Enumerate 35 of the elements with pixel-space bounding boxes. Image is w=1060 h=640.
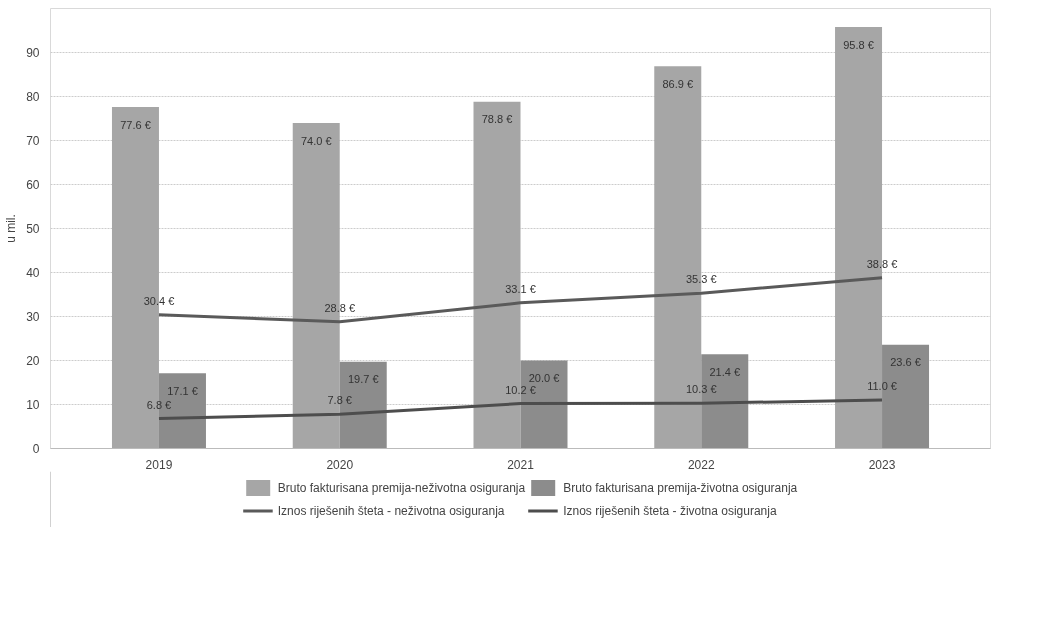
- x-tick-label: 2019: [145, 457, 173, 472]
- legend-label: Bruto fakturisana premija-neživotna osiguranja: [277, 480, 526, 495]
- x-tick-label: 2023: [868, 457, 896, 472]
- legend-label: Iznos riješenih šteta - neživotna osiguranja: [277, 503, 505, 518]
- data-label: 86.9 €: [662, 77, 694, 90]
- data-label: 74.0 €: [300, 134, 332, 147]
- legend-label: Bruto fakturisana premija-životna osiguranja: [563, 480, 798, 495]
- data-label: 23.6 €: [890, 356, 921, 369]
- data-label: 21.4 €: [709, 365, 741, 378]
- y-tick-label: 20: [26, 354, 40, 368]
- data-label: 10.2 €: [505, 383, 536, 396]
- y-tick-label: 0: [32, 442, 40, 456]
- y-tick-label: 40: [26, 266, 40, 280]
- data-label: 10.3 €: [685, 383, 717, 396]
- data-label: 19.7 €: [347, 373, 379, 386]
- y-tick-label: 60: [26, 178, 40, 192]
- data-label: 11.0 €: [867, 380, 897, 393]
- x-tick-label: 2021: [507, 457, 535, 472]
- x-tick-label: 2022: [687, 457, 715, 472]
- y-tick-label: 70: [26, 134, 40, 148]
- data-label: 6.8 €: [146, 398, 172, 411]
- y-tick-label: 80: [26, 90, 40, 104]
- y-tick-label: 10: [26, 398, 40, 412]
- data-label: 7.8 €: [327, 394, 352, 407]
- data-label: 20.0 €: [528, 372, 560, 385]
- x-tick-label: 2020: [326, 457, 354, 472]
- legend-label: Iznos riješenih šteta - životna osiguranja: [563, 503, 777, 518]
- y-tick-label: 50: [26, 222, 40, 236]
- data-label: 78.8 €: [481, 113, 513, 126]
- data-label: 17.1 €: [167, 384, 198, 397]
- data-label: 95.8 €: [843, 38, 874, 51]
- y-tick-label: 30: [26, 310, 40, 324]
- y-axis-title: u mil.: [4, 214, 19, 243]
- y-tick-label: 90: [26, 46, 40, 60]
- data-label: 77.6 €: [120, 118, 151, 131]
